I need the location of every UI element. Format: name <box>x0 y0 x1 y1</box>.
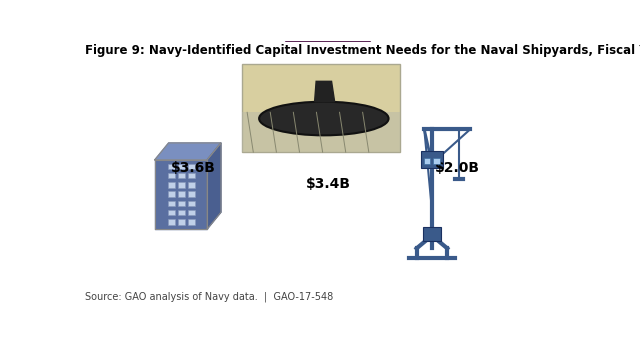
Bar <box>178 219 185 225</box>
Text: $3.6B: $3.6B <box>171 161 216 175</box>
Polygon shape <box>349 0 536 38</box>
Bar <box>188 173 195 178</box>
Bar <box>242 64 399 152</box>
Polygon shape <box>155 160 207 229</box>
Bar <box>188 191 195 197</box>
Bar <box>421 151 443 168</box>
Text: $9.0B: $9.0B <box>301 9 355 27</box>
Bar <box>168 210 175 215</box>
Polygon shape <box>155 143 221 160</box>
Polygon shape <box>97 0 245 29</box>
Bar <box>188 164 195 169</box>
Bar <box>178 173 185 178</box>
Bar <box>188 219 195 225</box>
Polygon shape <box>207 143 221 229</box>
Polygon shape <box>285 0 371 41</box>
Bar <box>188 210 195 215</box>
Bar <box>168 219 175 225</box>
Bar <box>168 173 175 178</box>
Bar <box>433 158 440 164</box>
Bar <box>424 158 431 164</box>
Polygon shape <box>120 0 307 38</box>
Bar <box>168 201 175 206</box>
Bar <box>178 182 185 187</box>
Bar <box>242 112 399 152</box>
Text: Figure 9: Navy-Identified Capital Investment Needs for the Naval Shipyards, Fisc: Figure 9: Navy-Identified Capital Invest… <box>84 44 640 57</box>
Bar <box>168 191 175 197</box>
Text: $2.0B: $2.0B <box>435 161 480 175</box>
Bar <box>178 191 185 197</box>
Bar <box>188 201 195 206</box>
Bar <box>178 210 185 215</box>
Bar <box>168 164 175 169</box>
Ellipse shape <box>259 102 388 135</box>
Text: Source: GAO analysis of Navy data.  |  GAO-17-548: Source: GAO analysis of Navy data. | GAO… <box>84 291 333 302</box>
Bar <box>422 227 441 241</box>
Bar <box>178 201 185 206</box>
Polygon shape <box>315 81 335 102</box>
Bar <box>168 182 175 187</box>
Polygon shape <box>411 0 559 29</box>
Bar <box>188 182 195 187</box>
Bar <box>178 164 185 169</box>
Text: $3.4B: $3.4B <box>305 177 351 191</box>
